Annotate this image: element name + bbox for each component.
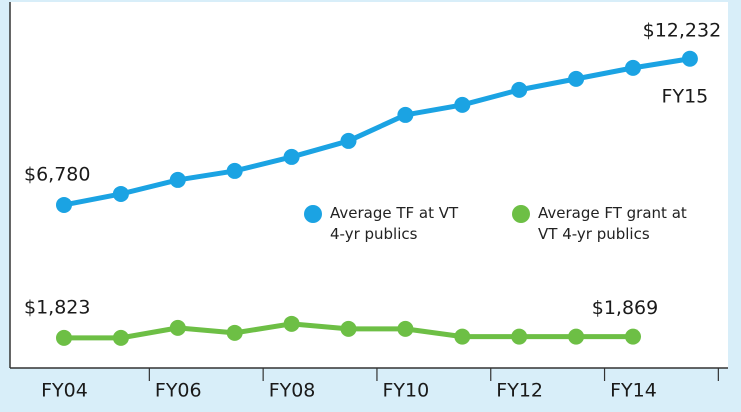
data-point <box>169 319 186 336</box>
data-point <box>681 50 698 67</box>
data-point <box>56 196 72 213</box>
x-tick-label: FY08 <box>269 380 316 402</box>
data-point <box>454 328 471 345</box>
data-point <box>511 328 528 345</box>
plot-area <box>10 2 728 368</box>
data-label: $1,869 <box>592 297 658 319</box>
data-point <box>112 329 129 346</box>
legend-label: Average FT grant at VT 4-yr publics <box>538 204 687 243</box>
data-point <box>283 315 300 332</box>
data-point <box>511 81 528 98</box>
legend-swatch <box>512 205 530 223</box>
x-tick-label: FY06 <box>155 380 202 402</box>
annotation: FY15 <box>662 85 709 107</box>
x-tick-label: FY12 <box>496 380 543 402</box>
data-point <box>625 59 641 76</box>
series-line <box>63 56 691 208</box>
data-point <box>568 70 585 87</box>
data-label: $6,780 <box>24 163 90 185</box>
data-point <box>454 96 471 113</box>
x-tick-label: FY04 <box>41 380 88 402</box>
data-point <box>397 106 414 123</box>
legend-item: Average FT grant at VT 4-yr publics <box>512 203 703 245</box>
legend-label: Average TF at VT 4-yr publics <box>330 204 459 243</box>
data-point <box>283 148 300 165</box>
legend-item: Average TF at VT 4-yr publics <box>304 203 470 245</box>
data-point <box>340 320 357 337</box>
data-point <box>56 329 72 346</box>
data-label: $1,823 <box>24 296 90 318</box>
data-point <box>397 320 414 337</box>
x-tick-label: FY10 <box>382 380 429 402</box>
data-point <box>226 162 243 179</box>
data-point <box>340 132 357 149</box>
data-point <box>226 324 243 341</box>
data-point <box>169 171 186 188</box>
legend-swatch <box>304 205 322 223</box>
x-tick-label: FY14 <box>610 380 657 402</box>
data-point <box>568 328 585 345</box>
data-point <box>112 185 129 202</box>
data-point <box>625 328 641 345</box>
data-label: $12,232 <box>643 19 722 41</box>
